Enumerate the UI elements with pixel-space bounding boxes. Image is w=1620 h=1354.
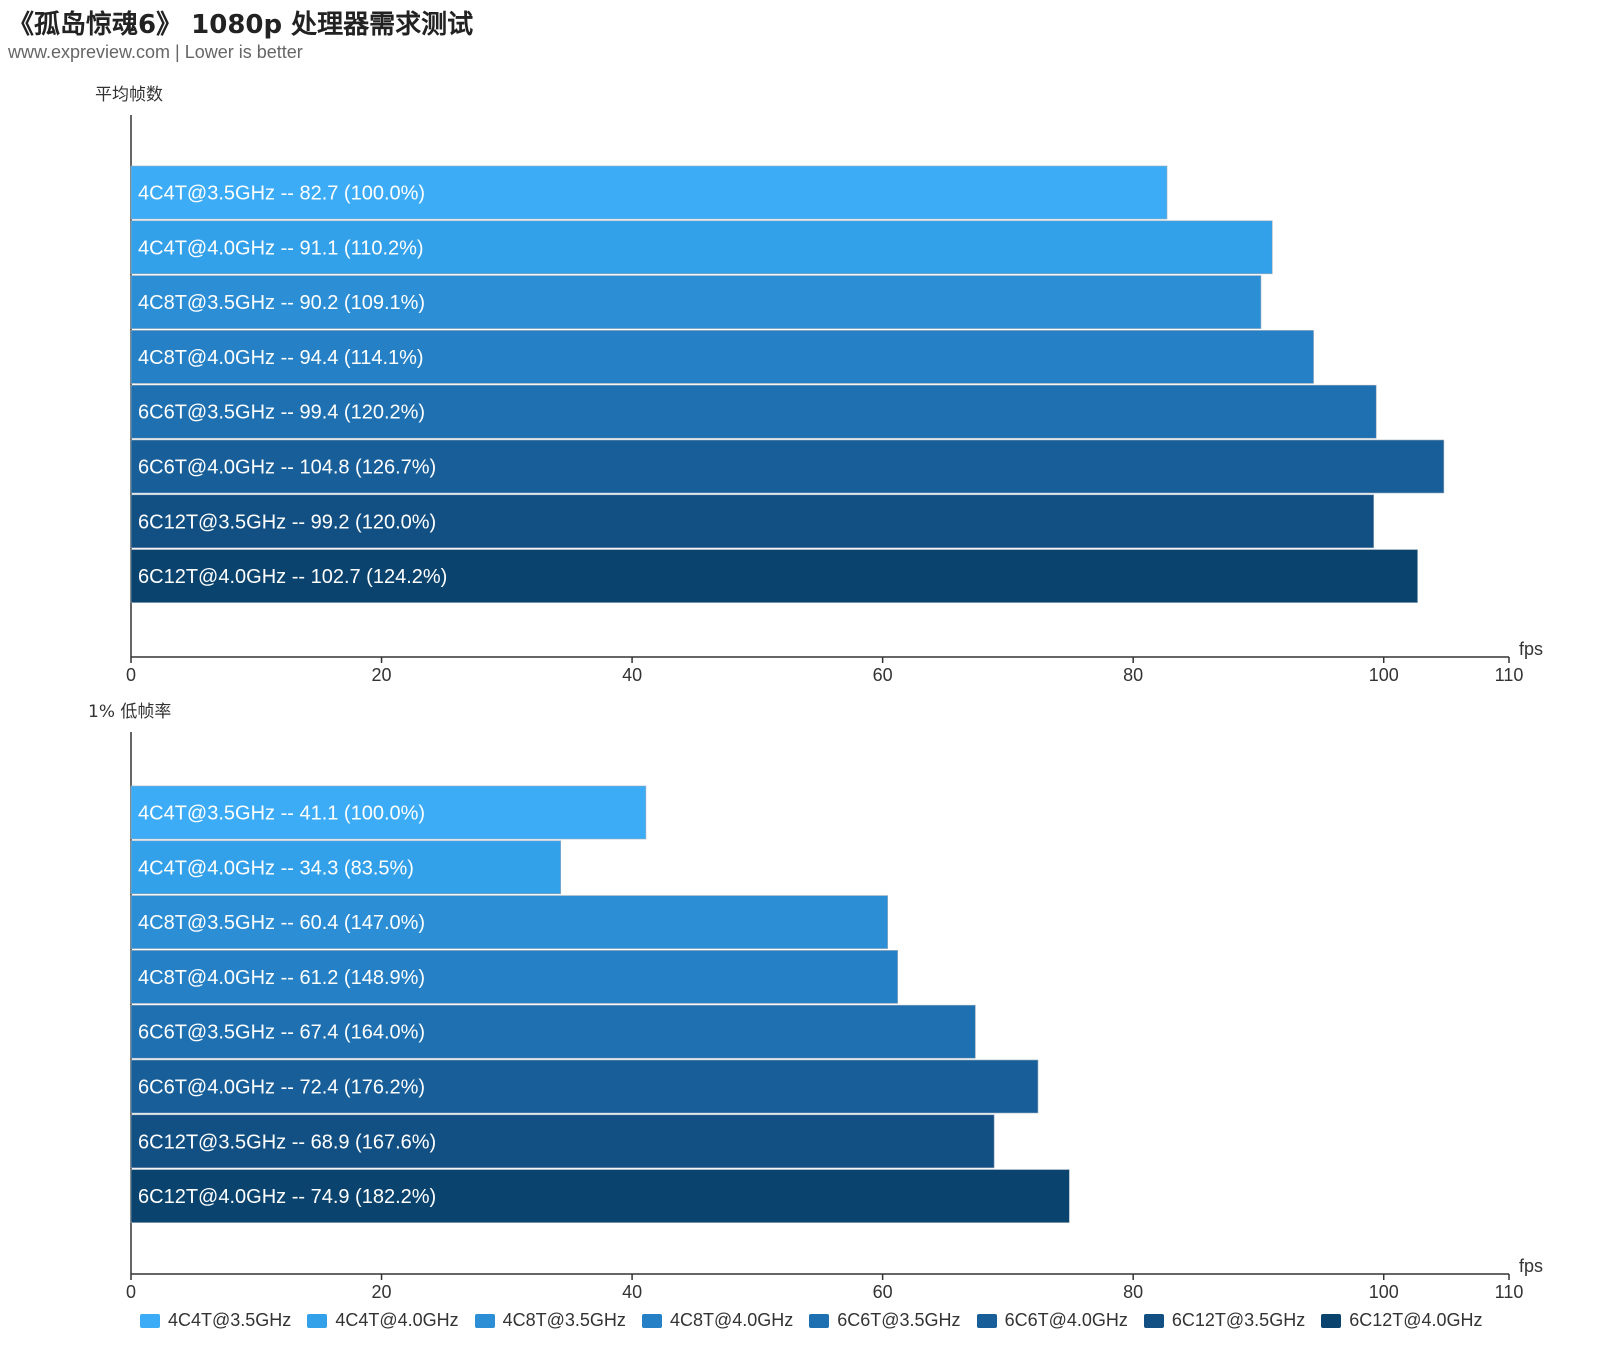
x-tick-label-0-5: 100 — [1369, 665, 1399, 685]
x-tick-label-0-0: 0 — [126, 665, 136, 685]
legend-swatch — [809, 1313, 830, 1328]
bar-1-3 — [130, 950, 898, 1004]
bar-0-3 — [130, 330, 1314, 384]
x-tick-label-0-6: 110 — [1495, 665, 1524, 685]
legend-label: 4C8T@4.0GHz — [669, 1310, 794, 1330]
x-tick-label-1-0: 0 — [126, 1282, 136, 1302]
legend-label: 4C4T@4.0GHz — [335, 1310, 459, 1330]
legend-item[interactable]: 4C4T@4.0GHz — [307, 1310, 459, 1331]
bar-label-1-3: 4C8T@4.0GHz -- 61.2 (148.9%) — [138, 967, 425, 989]
legend-label: 6C6T@4.0GHz — [1004, 1310, 1128, 1330]
bar-label-1-2: 4C8T@3.5GHz -- 60.4 (147.0%) — [138, 912, 425, 934]
legend-label: 6C12T@4.0GHz — [1349, 1310, 1483, 1330]
legend-item[interactable]: 4C8T@3.5GHz — [474, 1310, 626, 1331]
bar-0-2 — [130, 275, 1262, 329]
page-subtitle: www.expreview.com | Lower is better — [8, 42, 303, 62]
bar-label-0-0: 4C4T@3.5GHz -- 82.7 (100.0%) — [138, 183, 425, 205]
bar-label-0-1: 4C4T@4.0GHz -- 91.1 (110.2%) — [138, 237, 424, 259]
x-tick-label-1-3: 60 — [873, 1282, 893, 1302]
bar-label-0-5: 6C6T@4.0GHz -- 104.8 (126.7%) — [138, 457, 436, 479]
bar-0-7 — [130, 549, 1418, 603]
legend-swatch — [474, 1313, 495, 1328]
bar-1-6 — [130, 1114, 995, 1169]
x-tick-label-0-3: 60 — [873, 665, 893, 685]
legend-label: 6C12T@3.5GHz — [1171, 1310, 1306, 1330]
x-tick-label-1-5: 100 — [1369, 1282, 1399, 1302]
bar-1-5 — [130, 1059, 1039, 1114]
legend-label: 4C8T@3.5GHz — [502, 1310, 626, 1330]
bar-1-1 — [130, 840, 561, 895]
x-tick-label-1-1: 20 — [372, 1282, 392, 1302]
x-tick-label-0-4: 80 — [1123, 665, 1143, 685]
legend-swatch — [1321, 1313, 1342, 1328]
bar-0-5 — [130, 439, 1445, 494]
bar-label-1-0: 4C4T@3.5GHz -- 41.1 (100.0%) — [138, 803, 425, 825]
bar-label-0-3: 4C8T@4.0GHz -- 94.4 (114.1%) — [138, 347, 424, 369]
x-tick-label-1-2: 40 — [622, 1282, 642, 1302]
bar-label-0-7: 6C12T@4.0GHz -- 102.7 (124.2%) — [138, 566, 447, 588]
chart-legend: 4C4T@3.5GHz 4C4T@4.0GHz 4C8T@3.5GHz 4C8T@4.… — [140, 1310, 1499, 1331]
legend-item[interactable]: 6C6T@4.0GHz — [976, 1310, 1128, 1331]
x-tick-label-0-1: 20 — [372, 665, 392, 685]
legend-swatch — [1143, 1313, 1164, 1328]
bar-label-1-5: 6C6T@4.0GHz -- 72.4 (176.2%) — [138, 1077, 425, 1099]
legend-item[interactable]: 6C12T@4.0GHz — [1321, 1310, 1483, 1331]
legend-swatch — [641, 1313, 662, 1328]
bar-label-1-6: 6C12T@3.5GHz -- 68.9 (167.6%) — [138, 1131, 436, 1153]
legend-swatch — [140, 1313, 160, 1328]
bar-1-2 — [130, 895, 888, 949]
x-unit-label-0: fps — [1519, 639, 1543, 659]
legend-item[interactable]: 4C8T@4.0GHz — [641, 1310, 794, 1331]
bar-0-0 — [130, 165, 1168, 220]
legend-label: 4C4T@3.5GHz — [168, 1310, 292, 1330]
x-tick-label-0-2: 40 — [622, 665, 642, 685]
legend-label: 6C6T@3.5GHz — [837, 1310, 961, 1330]
legend-item[interactable]: 6C6T@3.5GHz — [809, 1310, 961, 1331]
bar-label-0-2: 4C8T@3.5GHz -- 90.2 (109.1%) — [138, 292, 425, 314]
bar-0-1 — [130, 220, 1273, 275]
legend-swatch — [976, 1313, 997, 1328]
x-tick-label-1-6: 110 — [1495, 1282, 1524, 1302]
page-title: 《孤岛惊魂6》 1080p 处理器需求测试 — [8, 10, 474, 40]
bar-label-1-4: 6C6T@3.5GHz -- 67.4 (164.0%) — [138, 1022, 425, 1044]
chart-title-0: 平均帧数 — [95, 85, 163, 105]
bar-0-4 — [130, 384, 1377, 439]
bar-label-0-4: 6C6T@3.5GHz -- 99.4 (120.2%) — [138, 402, 425, 424]
bar-0-6 — [130, 494, 1375, 549]
legend-item[interactable]: 6C12T@3.5GHz — [1143, 1310, 1306, 1331]
chart-title-1: 1% 低帧率 — [88, 702, 171, 722]
bar-1-7 — [130, 1169, 1070, 1223]
bar-label-1-1: 4C4T@4.0GHz -- 34.3 (83.5%) — [138, 857, 414, 879]
legend-item[interactable]: 4C4T@3.5GHz — [140, 1310, 291, 1331]
bar-label-1-7: 6C12T@4.0GHz -- 74.9 (182.2%) — [138, 1186, 436, 1208]
bar-1-0 — [130, 785, 647, 840]
x-unit-label-1: fps — [1519, 1256, 1543, 1276]
x-tick-label-1-4: 80 — [1123, 1282, 1143, 1302]
legend-swatch — [307, 1313, 328, 1328]
bar-label-0-6: 6C12T@3.5GHz -- 99.2 (120.0%) — [138, 511, 436, 533]
bar-1-4 — [130, 1004, 976, 1059]
